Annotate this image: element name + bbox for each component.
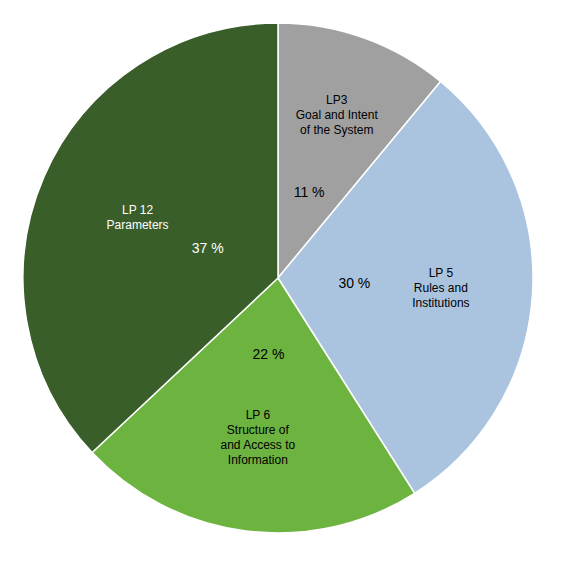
svg-text:LP3Goal and Intentof the Syste: LP3Goal and Intentof the System (296, 93, 379, 137)
svg-text:37 %: 37 % (192, 240, 224, 256)
svg-text:30 %: 30 % (338, 275, 370, 291)
svg-text:22 %: 22 % (252, 346, 284, 362)
svg-text:11 %: 11 % (294, 184, 325, 200)
svg-text:LP 5Rules andInstitutions: LP 5Rules andInstitutions (412, 266, 469, 310)
svg-text:LP 12Parameters: LP 12Parameters (107, 203, 169, 232)
svg-text:LP 6Structure ofand Access toI: LP 6Structure ofand Access toInformation (221, 408, 296, 467)
